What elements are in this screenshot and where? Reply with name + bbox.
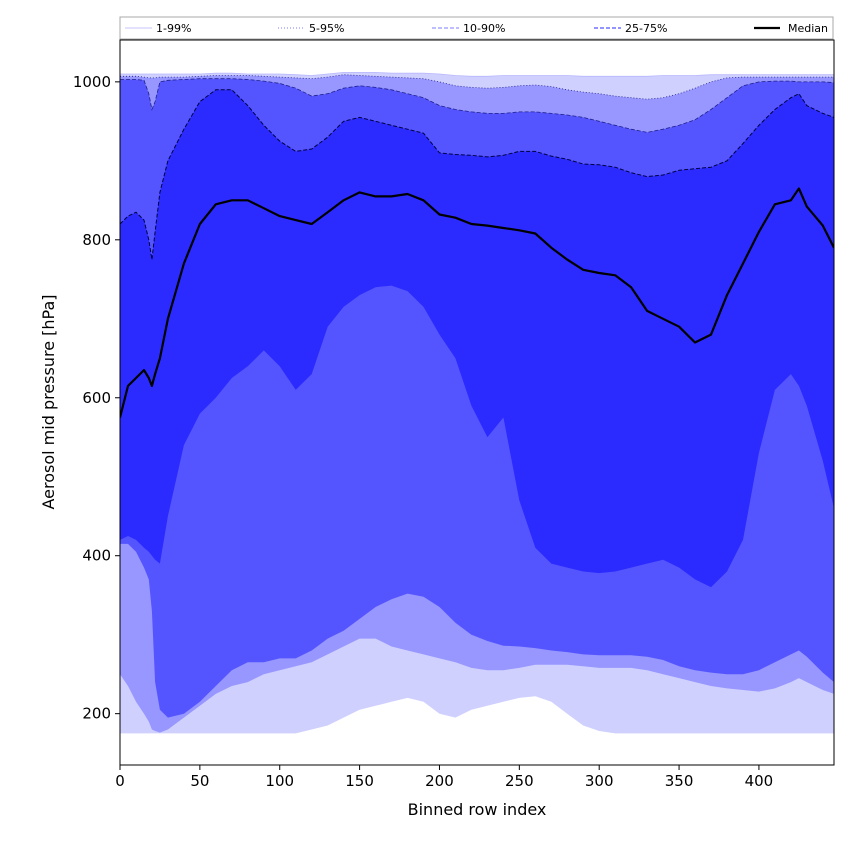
legend-label: Median [788,22,828,35]
median-point [310,223,313,225]
y-tick-label: 400 [82,547,111,565]
median-point [678,325,680,328]
x-tick-label: 400 [745,772,774,790]
legend: 1-99% 5-95% 10-90% 25-75% Median [119,16,834,40]
x-tick-label: 200 [425,772,454,790]
median-point [598,272,600,274]
median-line [120,187,834,418]
median-point [342,199,345,202]
median-point [183,262,185,265]
percentile-bands [120,72,834,734]
median-point [774,203,776,206]
y-tick-label: 800 [82,231,111,249]
median-point [278,215,281,217]
median-point [215,203,217,206]
median-point [390,195,393,198]
median-point [326,211,329,213]
median-point [710,333,712,336]
median-point [294,219,297,221]
median-point [470,223,473,225]
median-point [148,377,150,379]
median-point [790,199,792,202]
x-axis: 0 50 100 150 200 250 300 350 400 [115,765,773,790]
median-point [159,357,161,360]
median-point [151,385,153,387]
median-point [231,199,233,202]
median-point [742,262,744,265]
x-axis-label: Binned row index [408,800,547,819]
x-tick-label: 50 [190,772,209,790]
band-4-upper-edge [120,89,834,260]
median-point [662,318,664,320]
median-point [726,294,728,296]
legend-label: 25-75% [625,22,667,35]
legend-label: 5-95% [309,22,344,35]
median-point [247,199,249,202]
x-tick-label: 0 [115,772,125,790]
median-point [566,258,568,261]
median-point [758,231,760,233]
median-point [263,207,265,209]
median-series [120,187,834,419]
median-point [822,224,824,227]
x-tick-label: 250 [505,772,534,790]
median-point [127,385,129,387]
median-point [798,187,800,190]
legend-box [119,16,834,40]
median-point [438,213,441,216]
median-point [422,199,425,202]
x-tick-label: 100 [265,772,294,790]
median-point [694,341,696,344]
median-point [454,216,457,219]
band-3-upper-edge [120,78,834,133]
plot-frame [119,39,835,766]
median-point [358,191,361,194]
median-point [614,274,616,277]
median-point [806,205,808,208]
median-point [143,369,145,371]
median-point [646,310,648,312]
y-tick-label: 600 [82,389,111,407]
median-point [582,269,584,271]
legend-label: 10-90% [463,22,505,35]
median-point [135,377,137,379]
median-point [630,286,632,289]
median-point [486,224,489,227]
band-25-to-75-area [120,89,834,588]
band-1-upper-edge [120,72,834,77]
y-axis-label: Aerosol mid pressure [hPa] [39,294,58,509]
legend-label: 1-99% [156,22,191,35]
x-tick-label: 350 [665,772,694,790]
median-point [502,227,505,229]
median-point [154,373,156,375]
y-tick-label: 200 [82,705,111,723]
y-tick-label: 1000 [73,73,111,91]
median-point [374,195,377,198]
y-axis: 200 400 600 800 1000 [73,73,120,723]
median-point [406,193,409,195]
median-point [199,223,201,225]
median-point [534,232,537,235]
median-point [550,246,553,249]
median-point [167,318,169,320]
x-tick-label: 150 [345,772,374,790]
median-point [518,229,521,232]
x-tick-label: 300 [585,772,614,790]
